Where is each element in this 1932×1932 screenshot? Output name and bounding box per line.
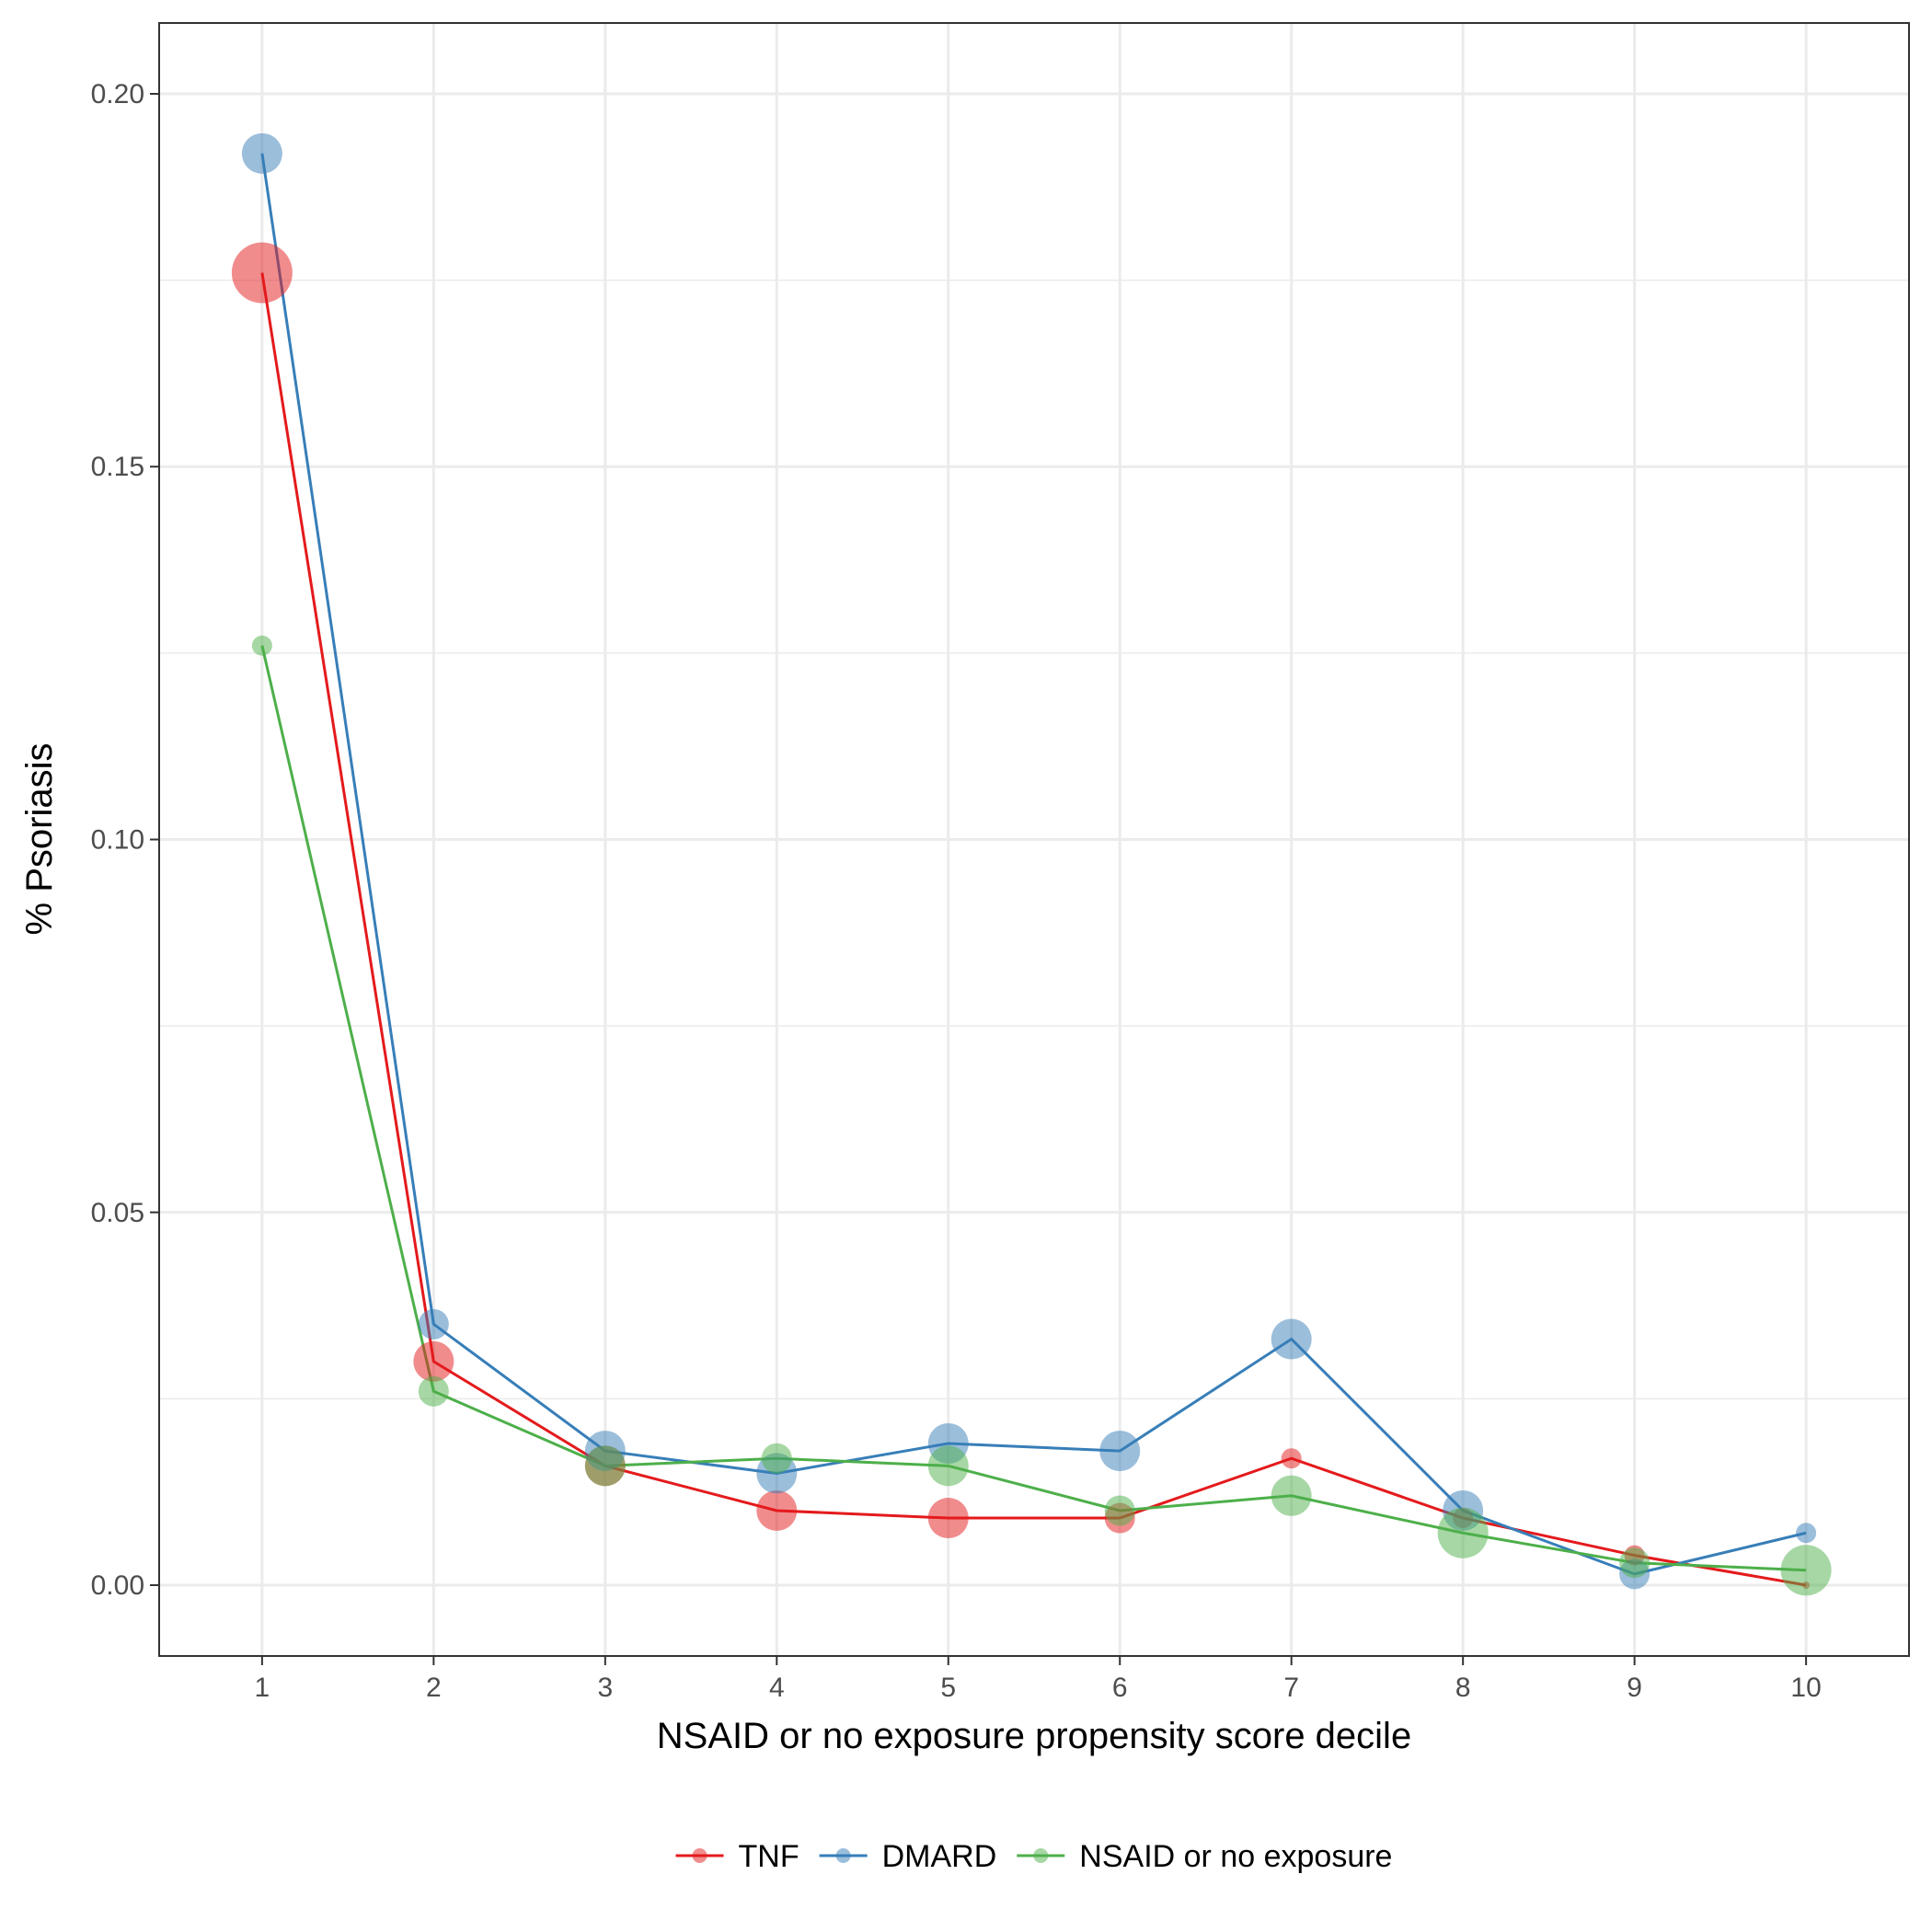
data-point [927, 1498, 969, 1539]
x-tick-label: 4 [769, 1673, 785, 1703]
x-axis-title: NSAID or no exposure propensity score de… [657, 1716, 1411, 1756]
data-point [1271, 1475, 1312, 1516]
y-tick-label: 0.05 [91, 1198, 144, 1228]
data-point [761, 1443, 792, 1474]
y-tick-label: 0.00 [91, 1570, 144, 1601]
data-point [231, 242, 293, 304]
data-point [927, 1445, 969, 1487]
data-point [1099, 1431, 1141, 1472]
legend-item: TNF [675, 1839, 799, 1874]
data-point [756, 1489, 798, 1531]
legend: TNF DMARD NSAID or no exposure [675, 1839, 1392, 1874]
data-point [418, 1308, 449, 1340]
data-point [1796, 1523, 1817, 1544]
data-point [241, 132, 282, 174]
y-tick-label: 0.15 [91, 452, 144, 482]
series-line [260, 645, 1807, 1572]
data-point [251, 635, 272, 656]
x-tick-label: 2 [426, 1673, 442, 1703]
data-point [418, 1375, 449, 1407]
y-tick-label: 0.10 [91, 825, 144, 856]
x-tick-label: 7 [1283, 1673, 1299, 1703]
legend-label: TNF [739, 1839, 799, 1874]
x-tick-label: 8 [1455, 1673, 1471, 1703]
data-point [1437, 1507, 1489, 1558]
data-point [1780, 1545, 1832, 1596]
legend-item: NSAID or no exposure [1017, 1839, 1392, 1874]
legend-label: NSAID or no exposure [1079, 1839, 1392, 1874]
legend-item: DMARD [819, 1839, 997, 1874]
data-point [1281, 1448, 1302, 1469]
x-tick-label: 9 [1627, 1673, 1642, 1703]
legend-key-point [692, 1848, 707, 1863]
x-tick-label: 6 [1112, 1673, 1128, 1703]
x-tick-label: 3 [597, 1673, 613, 1703]
data-point [1619, 1547, 1650, 1579]
series-line [260, 153, 1807, 1576]
y-axis: 0.00 0.05 0.10 0.15 0.20 [91, 79, 159, 1601]
x-tick-label: 1 [255, 1673, 270, 1703]
data-point [1271, 1318, 1312, 1360]
data-point [1104, 1495, 1135, 1526]
data-point [584, 1445, 626, 1487]
series-line [260, 272, 1807, 1587]
series-points [231, 132, 1832, 1596]
y-axis-title: % Psoriasis [19, 743, 60, 936]
legend-label: DMARD [882, 1839, 997, 1874]
series-lines [260, 153, 1807, 1587]
legend-key-point [835, 1848, 851, 1863]
data-point [413, 1340, 454, 1382]
y-tick-label: 0.20 [91, 79, 144, 109]
legend-key-point [1033, 1848, 1049, 1863]
x-tick-label: 5 [940, 1673, 956, 1703]
x-axis: 1 2 3 4 5 6 7 8 9 10 [255, 1656, 1822, 1703]
x-tick-label: 10 [1790, 1673, 1821, 1703]
